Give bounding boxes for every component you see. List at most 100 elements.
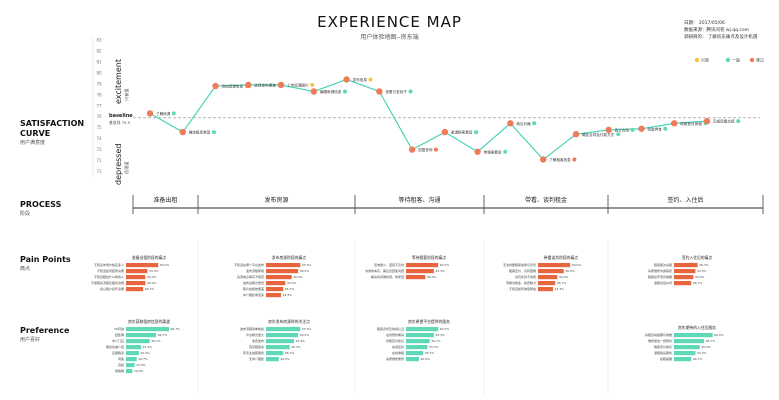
bar — [126, 287, 144, 292]
bar-label: 中介门店 — [112, 338, 124, 343]
bar-value: 26.7% — [693, 281, 703, 285]
y-tick-label: 83 — [96, 38, 102, 43]
bar-value: 33.3% — [697, 351, 707, 355]
bar-value: 20.0% — [280, 357, 290, 361]
y-tick-label: 76 — [96, 114, 102, 119]
panel-title: 等待租客阶段的痛点 — [412, 255, 446, 260]
mood-marker — [433, 147, 438, 152]
process-title: PROCESS — [20, 200, 62, 209]
bar-label: 豆瓣租房 — [112, 350, 124, 355]
pref-heading: Preference 用户喜好 — [20, 326, 90, 343]
mood-marker — [572, 157, 577, 162]
bar-label: 免费发布 — [252, 338, 264, 343]
bar-value: 36.7% — [151, 339, 161, 343]
bar-value: 50.0% — [440, 327, 450, 331]
bar-label: 照片拍摄效果差 — [243, 286, 264, 291]
panel-title: 带看谈判阶段的痛点 — [544, 255, 578, 260]
bar-value: 43.3% — [295, 339, 305, 343]
bar-label: 租客损坏家具电器 — [648, 274, 672, 279]
satisfaction-sub: 用户满意度 — [20, 140, 46, 146]
bar — [674, 281, 692, 286]
y-tick-label: 82 — [96, 48, 102, 53]
curve-point-label: 收取首月房租 — [680, 121, 702, 126]
legend-swatch — [749, 57, 755, 63]
y-tick-label: 80 — [96, 70, 102, 75]
process-stage-label: 带看、谈判租金 — [525, 196, 567, 204]
legend-label: 一般 — [732, 57, 740, 63]
bar-label: 续租提醒 — [660, 356, 672, 361]
bar — [674, 269, 696, 274]
bar-label: 发布流程繁琐 — [246, 268, 264, 273]
meta-info: 日期： 2017/05/06 数据来源：腾讯问卷 wj.qq.com 调研目的：… — [684, 20, 776, 41]
bar — [266, 339, 294, 344]
process-bar: 准备出租 发布房源 等待租客、沟通 带看、谈判租金 签约、入住后 — [132, 195, 764, 395]
curve-point — [638, 125, 645, 132]
bar-label: 朋友亲戚介绍 — [106, 344, 124, 349]
baseline-value: 基准线 75.9 — [109, 120, 131, 125]
bar-label: 担心租户损坏房屋 — [100, 286, 124, 291]
bar-value: 60.0% — [714, 333, 724, 337]
excitement-label: excitement — [114, 59, 123, 104]
bar-label: 赶集网 — [115, 332, 124, 337]
curve-point-label: 发布信息 — [353, 77, 368, 82]
bar-value: 26.7% — [285, 351, 295, 355]
mood-marker — [368, 77, 373, 82]
bar-value: 20.0% — [420, 357, 430, 361]
y-tick-label: 71 — [96, 169, 102, 174]
curve-point — [507, 120, 514, 127]
y-tick-label: 74 — [96, 136, 102, 141]
bar-value: 43.3% — [435, 269, 445, 273]
meta-research: 调研目的： 了解房东痛点及设计机遇 — [684, 35, 758, 40]
baseline-label: baseline — [109, 113, 133, 119]
curve-point-label: 邀请租客看房 — [451, 130, 473, 135]
bar-label: 在线收租 — [392, 350, 404, 355]
curve-point — [179, 128, 186, 136]
bar-value: 30.0% — [427, 275, 437, 279]
curve-point — [474, 148, 481, 155]
bar — [406, 275, 426, 280]
panel-title: 房东希望平台提供的服务 — [408, 319, 450, 324]
bar-label: 不懂租房流程及相关法规 — [91, 280, 124, 285]
panel-title: 房东获取租房信息的渠道 — [128, 319, 170, 324]
bar-value: 50.0% — [572, 263, 582, 267]
y-tick-label: 77 — [96, 103, 102, 108]
bar-value: 13.3% — [136, 363, 146, 367]
bar — [126, 333, 157, 338]
bar — [266, 293, 282, 298]
curve-point — [605, 126, 612, 134]
page-title: EXPERIENCE MAP — [317, 13, 462, 31]
bar-value: 33.3% — [697, 269, 707, 273]
bar — [266, 287, 284, 292]
bar-value: 30.0% — [147, 281, 157, 285]
bar-label: 中介骚扰电话多 — [243, 292, 264, 297]
bar-label: 不知道在哪个平台发布 — [234, 262, 264, 267]
pref-title: Preference — [20, 326, 70, 335]
curve-point — [277, 81, 285, 89]
bar-label: 退租验房服务 — [654, 350, 672, 355]
curve-point-label: 上传房源图片 — [287, 82, 309, 87]
bar — [674, 275, 694, 280]
bar-label: 租客身份及信用认证 — [377, 326, 404, 331]
curve-point-label: 了解房源 — [156, 111, 171, 116]
panel-title: 准备出租阶段的痛点 — [132, 255, 166, 260]
curve-point — [441, 128, 449, 136]
bar-label: 不知道如何装修房屋 — [97, 268, 124, 273]
bar-label: 在线预约看房 — [386, 332, 404, 337]
process-heading: PROCESS 阶段 — [20, 200, 90, 217]
bar-label: 合同条款不熟悉 — [515, 274, 536, 279]
bar-value: 26.7% — [557, 281, 567, 285]
bar-value: 30.0% — [559, 275, 569, 279]
bar-value: 43.3% — [435, 333, 445, 337]
process-stage-label: 签约、入住后 — [667, 196, 703, 204]
bar-value: 26.7% — [693, 357, 703, 361]
bar — [406, 327, 439, 332]
bar-label: 咨询量少，回复不及时 — [374, 262, 404, 267]
bar — [126, 281, 146, 286]
bar-value: 50.0% — [300, 269, 310, 273]
mood-marker — [736, 119, 741, 124]
bar-label: 发布后曝光量低 — [243, 280, 264, 285]
bar-value: 16.7% — [138, 357, 148, 361]
curve-point-label: 添加房源信息 — [222, 84, 244, 89]
page-subtitle: 用户体验地图--房东端 — [360, 34, 419, 41]
curve-point — [408, 146, 416, 153]
